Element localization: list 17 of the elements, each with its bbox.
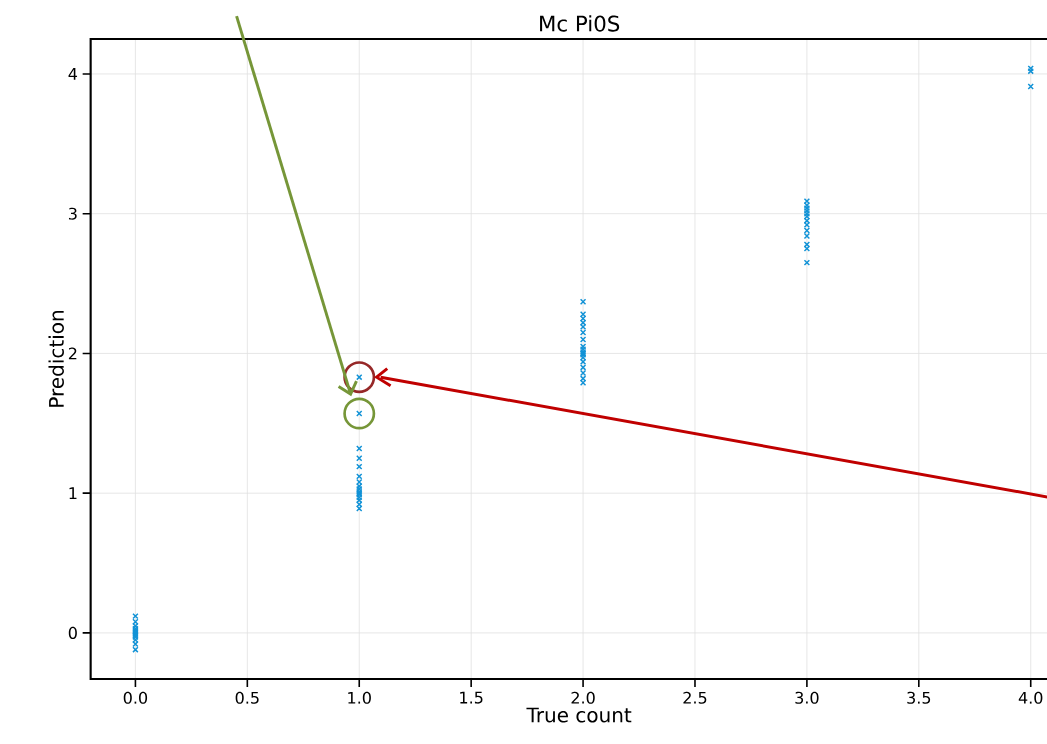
chart-title: Mc Pi0S xyxy=(540,15,620,32)
x-tick-label: 2.0 xyxy=(571,691,595,704)
x-tick-label: 3.0 xyxy=(795,691,819,704)
x-tick-label: 4.0 xyxy=(1018,691,1043,704)
y-tick-label: 4 xyxy=(68,68,78,80)
y-tick-label: 1 xyxy=(69,487,77,499)
x-tick-label: 3.5 xyxy=(907,691,931,704)
y-tick-label: 3 xyxy=(68,207,77,220)
y-tick-label: 2 xyxy=(68,347,77,360)
x-axis-title: True count xyxy=(526,707,632,723)
x-tick-label: 2.5 xyxy=(683,691,707,704)
y-axis-title: Prediction xyxy=(48,311,64,407)
x-tick-label: 0.5 xyxy=(235,691,259,704)
x-tick-label: 1.5 xyxy=(460,691,483,704)
x-tick-label: 1.0 xyxy=(348,691,371,704)
y-tick-label: 0 xyxy=(68,626,77,639)
x-tick-label: 0.0 xyxy=(123,691,148,704)
